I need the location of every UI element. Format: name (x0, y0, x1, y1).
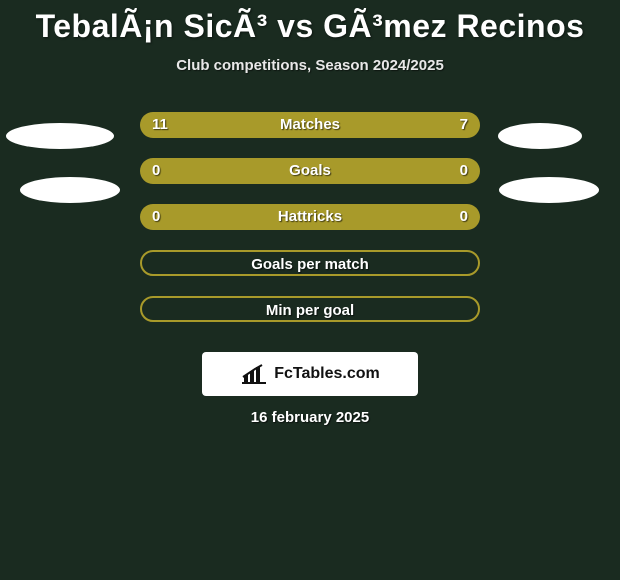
bar-chart-icon (240, 363, 268, 385)
bar-track: Goals (140, 158, 480, 184)
stat-value-left: 11 (152, 112, 168, 138)
stat-value-right: 0 (460, 158, 468, 184)
side-ellipse (498, 123, 582, 149)
stat-row: Min per goal (0, 296, 620, 322)
stat-row: Hattricks0 0 (0, 204, 620, 230)
stat-label: Goals (140, 158, 480, 184)
side-ellipse (499, 177, 599, 203)
stats-card: TebalÃ¡n SicÃ³ vs GÃ³mez Recinos Club co… (0, 0, 620, 580)
bar-track: Hattricks (140, 204, 480, 230)
side-ellipse (6, 123, 114, 149)
side-ellipse (20, 177, 120, 203)
stat-value-right: 0 (460, 204, 468, 230)
date-text: 16 february 2025 (0, 409, 620, 426)
page-title: TebalÃ¡n SicÃ³ vs GÃ³mez Recinos (0, 0, 620, 45)
brand-text: FcTables.com (274, 365, 380, 383)
stat-value-left: 0 (152, 204, 160, 230)
bar-track: Goals per match (140, 250, 480, 276)
stat-label: Hattricks (140, 204, 480, 230)
subtitle: Club competitions, Season 2024/2025 (0, 57, 620, 74)
bar-track: Matches (140, 112, 480, 138)
brand-badge[interactable]: FcTables.com (202, 352, 418, 396)
stat-label: Matches (140, 112, 480, 138)
stat-row: Goals per match (0, 250, 620, 276)
bar-track: Min per goal (140, 296, 480, 322)
stat-label: Min per goal (142, 298, 478, 322)
stat-value-left: 0 (152, 158, 160, 184)
stat-label: Goals per match (142, 252, 478, 276)
stat-value-right: 7 (460, 112, 468, 138)
